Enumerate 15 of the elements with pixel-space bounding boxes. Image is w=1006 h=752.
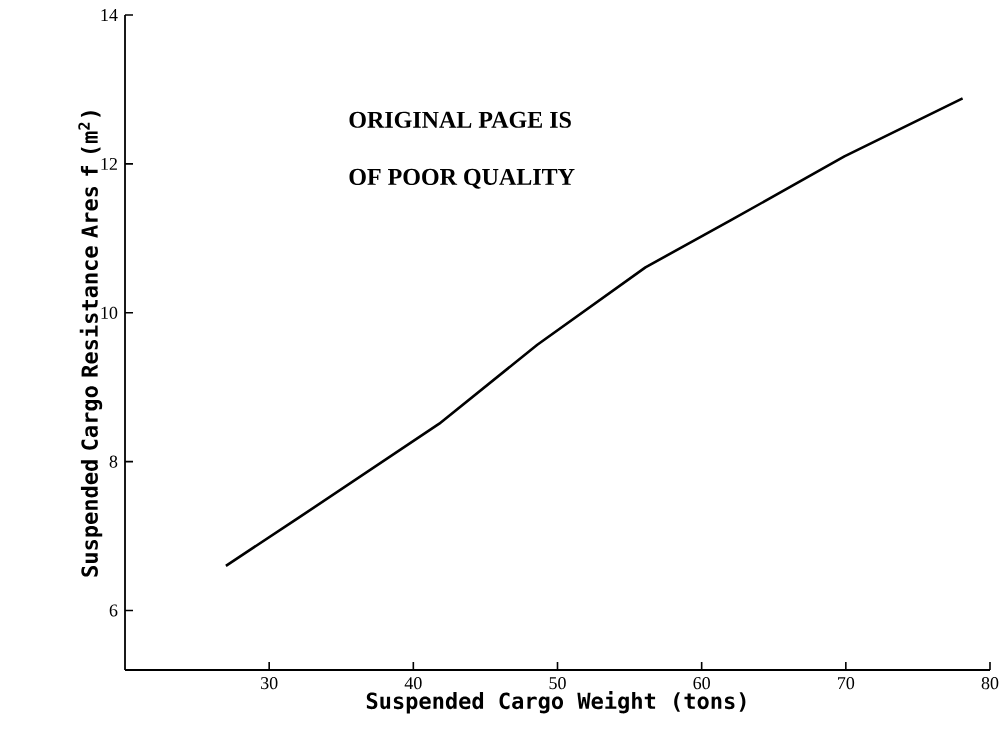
line-series [224,97,964,568]
x-tick-label: 60 [693,677,710,690]
y-tick-label: 10 [101,306,118,319]
annotation: ORIGINAL PAGE IS [349,111,571,128]
y-tick-label: 8 [109,455,118,468]
x-axis-title: Suspended Cargo Weight (tons) [366,690,746,714]
x-tick-label: 50 [549,677,566,690]
y-tick-label: 14 [101,9,118,21]
x-tick-label: 70 [838,677,855,690]
x-tick-label: 40 [404,677,422,690]
y-tick-label: 6 [109,604,118,617]
y-tick-label: 12 [101,157,117,170]
x-tick-label: 80 [981,677,999,690]
annotation: OF POOR QUALITY [349,168,575,189]
x-tick-label: 30 [261,677,278,690]
